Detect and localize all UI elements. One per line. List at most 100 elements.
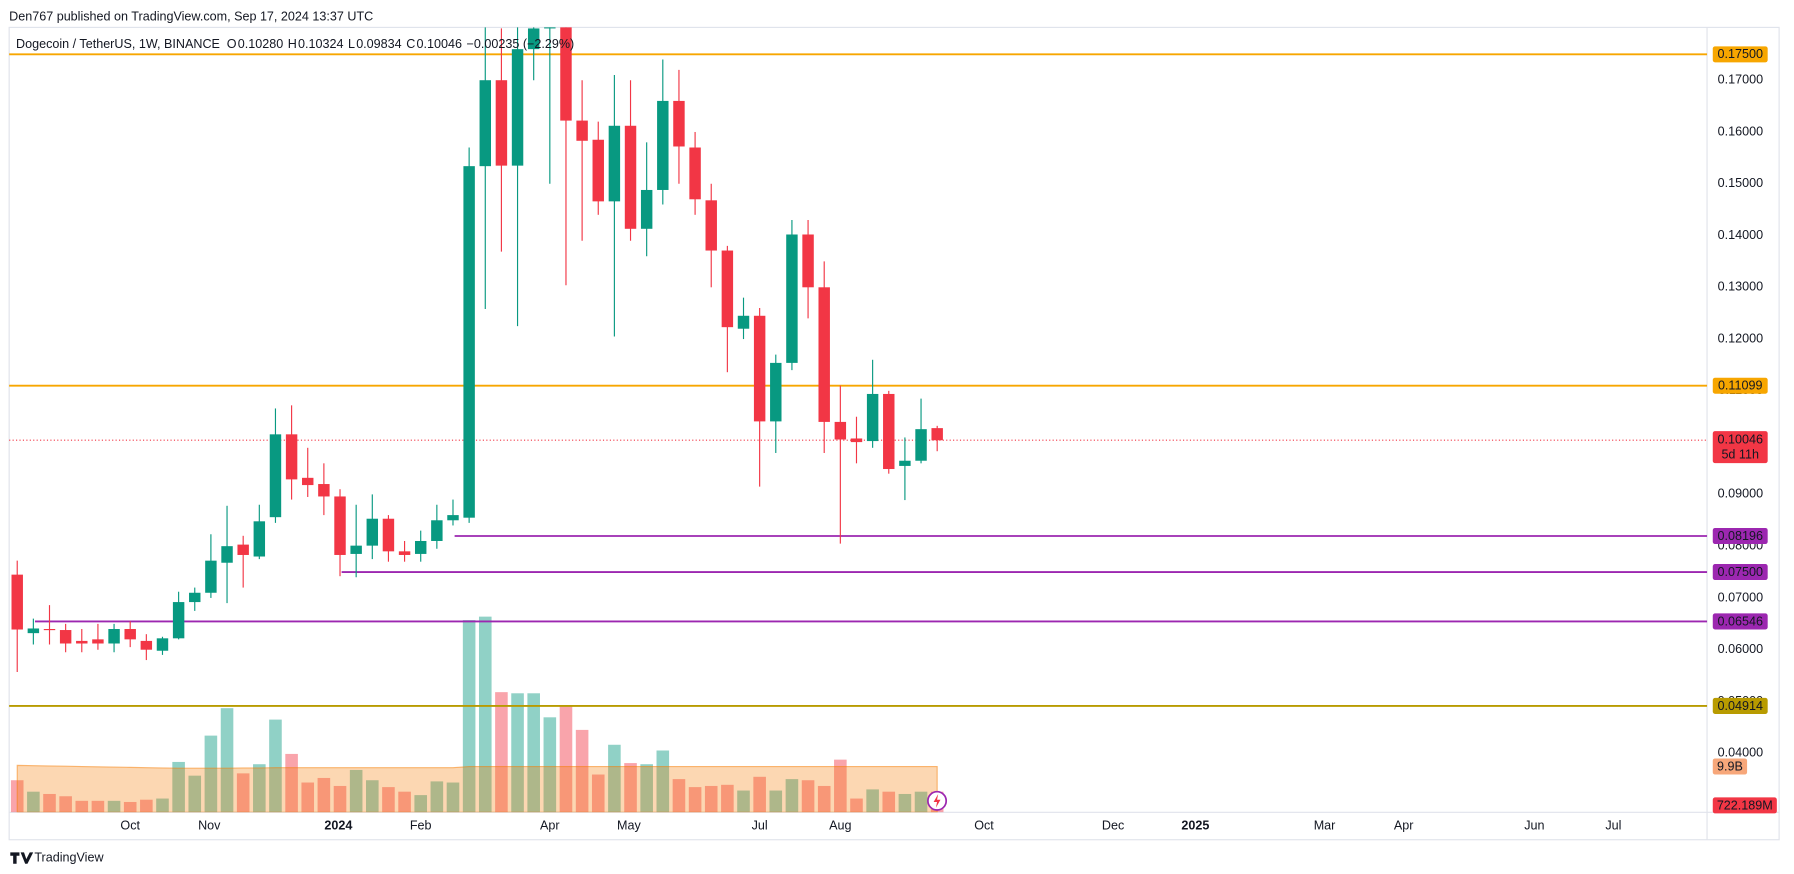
candle-body (27, 628, 40, 634)
volume-bar (301, 782, 315, 813)
volume-ma-label: 9.9B (1717, 759, 1743, 773)
candle-body (156, 638, 169, 651)
x-tick-label: Nov (198, 818, 221, 832)
candle-body (269, 434, 282, 518)
candle-body (786, 234, 798, 363)
candle-body (608, 125, 621, 202)
volume-bar (801, 780, 815, 813)
volume-bar (398, 791, 411, 813)
volume-bar (866, 789, 879, 813)
candle-body (592, 139, 604, 202)
volume-bar (27, 791, 40, 813)
volume-bar (511, 693, 524, 813)
candles (11, 27, 943, 672)
candle-body (689, 147, 701, 200)
volume-bar (156, 798, 169, 813)
candle-body (285, 434, 298, 480)
level-label: 0.08196 (1717, 529, 1762, 543)
x-tick-label: Jun (1524, 818, 1544, 832)
candle-body (640, 189, 653, 229)
x-tick-label: Apr (540, 818, 560, 832)
volume-bar (430, 781, 444, 813)
volume-bar (253, 764, 266, 813)
candle-body (124, 629, 136, 640)
candle-body (737, 315, 750, 329)
volume-bar (495, 692, 508, 813)
volume-bar (575, 729, 589, 813)
x-tick-label: Jul (1605, 818, 1621, 832)
candle-body (431, 520, 443, 541)
candle-body (237, 544, 249, 555)
candle-body (818, 287, 830, 422)
volume-bar (59, 796, 72, 813)
level-label-box (1712, 46, 1768, 63)
volume-bar (898, 793, 912, 813)
level-label-box (1712, 564, 1768, 581)
volume-bar (559, 705, 573, 813)
candle-body (850, 438, 863, 443)
volume-bar (123, 801, 137, 813)
candle-body (205, 560, 217, 593)
candle-body (108, 629, 120, 644)
volume-bar (269, 719, 282, 813)
candle-body (414, 540, 427, 554)
legend-key: L (348, 37, 355, 51)
level-label: 0.11099 (1718, 379, 1763, 393)
candle-body (544, 27, 556, 29)
legend-value: 0.10046 (416, 37, 461, 51)
level-label: 0.07500 (1717, 565, 1762, 579)
volume-bar (850, 798, 863, 813)
x-tick-label: 2025 (1181, 818, 1209, 832)
volume-bar (688, 787, 702, 813)
candle-body (479, 80, 491, 167)
level-label-box (1712, 377, 1768, 394)
level-label: 0.17500 (1717, 47, 1762, 61)
candle-body (318, 484, 330, 497)
countdown-label: 5d 11h (1721, 447, 1759, 461)
volume-bar (721, 784, 734, 813)
x-tick-label: Feb (410, 818, 432, 832)
candle-body (366, 518, 379, 546)
candle-body (560, 27, 572, 121)
legend-change: −0.00235 (−2.29%) (467, 37, 575, 51)
y-tick-label: 0.04000 (1718, 746, 1763, 760)
legend-key: C (406, 37, 415, 51)
candle-body (657, 100, 669, 190)
volume-bar (188, 775, 202, 813)
candle-body (883, 393, 895, 470)
volume-bar (882, 791, 896, 813)
footer: TradingView (34, 850, 104, 864)
x-tick-label: Jul (752, 818, 768, 832)
volume-bar (672, 779, 686, 813)
legend-key: O (227, 37, 237, 51)
candle-body (527, 28, 540, 50)
volume-bar (624, 763, 637, 813)
y-tick-label: 0.12000 (1718, 331, 1763, 345)
volume-bar (769, 790, 783, 813)
candle-body (866, 393, 879, 442)
y-tick-label: 0.13000 (1718, 280, 1763, 294)
volume-bar (914, 791, 928, 813)
volume-bar (737, 790, 750, 813)
replay-bolt (933, 793, 941, 808)
replay-icon[interactable] (927, 790, 948, 811)
candle-body (834, 421, 847, 440)
candle-body (172, 602, 185, 639)
volume-bar (333, 785, 347, 813)
level-label-box (1712, 613, 1768, 630)
candle-body (721, 250, 734, 328)
legend-value: 0.09834 (356, 37, 401, 51)
volume-bar (834, 759, 847, 813)
legend-key: H (288, 37, 297, 51)
last-price-box (1712, 431, 1768, 464)
candle-body (511, 49, 524, 166)
candle-body (76, 640, 88, 644)
candle-body (398, 551, 411, 555)
volume-bar (140, 799, 153, 813)
volume-bar (527, 693, 540, 813)
x-tick-label: Apr (1394, 818, 1414, 832)
volume-bar (462, 620, 476, 813)
last-price-label: 0.10046 (1717, 433, 1762, 447)
tv-logo: TradingView (10, 850, 104, 864)
